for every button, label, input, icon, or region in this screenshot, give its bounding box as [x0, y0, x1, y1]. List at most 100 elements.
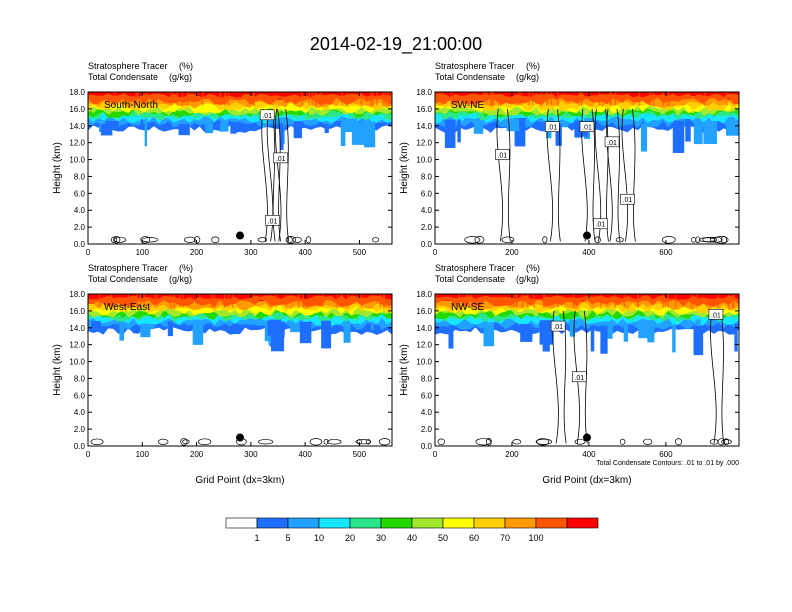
y-tick-label: 0.0 [421, 240, 433, 249]
contour-label-box [604, 136, 620, 148]
tracer-streak [176, 92, 179, 106]
contour-label: .01 [268, 218, 278, 225]
tracer-field-top [88, 294, 392, 305]
tracer-patch [144, 118, 148, 147]
condensate-contour [183, 236, 196, 243]
plot-area [88, 92, 393, 244]
tracer-streak [441, 92, 444, 106]
condensate-contour [378, 438, 391, 446]
condensate-contour [180, 437, 188, 446]
subtitle-condensate: Total Condensate [88, 274, 158, 284]
y-axis-label: Height (km) [399, 344, 410, 396]
colorbar-swatch [566, 517, 599, 529]
subtitle-condensate: Total Condensate [88, 72, 158, 82]
panel-bottom-right: Stratosphere Tracer (%) Total Condensate (g… [399, 263, 740, 486]
sounding-marker [236, 231, 244, 240]
x-tick-label: 200 [190, 248, 204, 257]
tracer-patch [448, 325, 454, 349]
tracer-streak [652, 92, 655, 106]
x-tick-label: 500 [353, 248, 367, 257]
tracer-streak [550, 92, 553, 106]
plot-frame [434, 293, 740, 447]
tracer-patch [647, 320, 655, 343]
condensate-contour [110, 236, 118, 244]
y-tick-label: 6.0 [421, 391, 433, 400]
colorbar-label: 1 [254, 533, 259, 543]
y-tick-label: 10.0 [69, 358, 85, 367]
condensate-contour [182, 439, 190, 445]
colorbar-swatch [287, 517, 320, 529]
condensate-contour [261, 108, 276, 242]
tracer-streak [667, 92, 670, 106]
tracer-streak [347, 294, 349, 308]
tracer-patch [713, 120, 717, 139]
x-tick-label: 0 [86, 450, 91, 459]
tracer-streak [182, 294, 184, 308]
contour-label: .01 [582, 125, 592, 132]
tracer-patch [685, 118, 691, 142]
tracer-streak [341, 92, 344, 106]
tracer-streak [731, 294, 734, 308]
tracer-patch [119, 321, 125, 341]
subtitle-tracer-unit: (%) [179, 263, 193, 273]
tracer-streak [297, 294, 300, 308]
x-tick-label: 0 [433, 248, 438, 257]
figure-title: 2014-02-19_21:00:00 [310, 34, 482, 55]
tracer-streak [543, 294, 545, 308]
y-tick-label: 0.0 [74, 240, 86, 249]
contour-label-box [708, 308, 724, 320]
tracer-streak [187, 92, 189, 106]
tracer-patch [514, 117, 526, 147]
tracer-patch [192, 319, 204, 345]
y-tick-label: 10.0 [416, 358, 432, 367]
condensate-contour [474, 235, 485, 244]
tracer-patch [457, 119, 461, 143]
tracer-patch [473, 120, 484, 134]
contour-label: .01 [547, 125, 557, 132]
tracer-streak [483, 92, 485, 106]
tracer-streak [383, 294, 385, 308]
subtitle-condensate: Total Condensate [435, 72, 505, 82]
tracer-streak [733, 294, 735, 308]
tracer-streak [387, 92, 389, 106]
tracer-streak [179, 294, 181, 308]
subtitle-tracer: Stratosphere Tracer [88, 263, 168, 273]
contour-label: .01 [262, 113, 272, 120]
condensate-contour [365, 439, 371, 445]
tracer-streak [491, 92, 493, 106]
colorbar-swatch [473, 517, 506, 529]
plot-frame [87, 91, 393, 245]
tracer-streak [599, 294, 602, 308]
contour-label: .01 [623, 197, 633, 204]
condensate-contour [501, 236, 515, 244]
x-axis-label: Grid Point (dx=3km) [542, 475, 631, 486]
sounding-marker [236, 433, 244, 442]
tracer-streak [492, 92, 494, 106]
tracer-streak [321, 294, 324, 308]
contour-label-box [593, 218, 608, 230]
tracer-streak [231, 294, 234, 308]
tracer-streak [170, 92, 172, 106]
x-tick-label: 500 [353, 450, 367, 459]
tracer-patch [506, 118, 520, 132]
tracer-streak [521, 294, 524, 308]
tracer-patch [343, 118, 358, 133]
y-tick-label: 2.0 [74, 425, 86, 434]
tracer-streak [173, 294, 176, 308]
x-tick-label: 100 [136, 450, 150, 459]
tracer-streak [275, 294, 278, 308]
panel-top-right: Stratosphere Tracer (%) Total Condensate (g… [399, 61, 740, 257]
condensate-contour [574, 438, 586, 445]
tracer-streak [384, 92, 386, 106]
subtitle-condensate-unit: (g/kg) [516, 72, 539, 82]
condensate-contour [198, 438, 212, 446]
condensate-contour [674, 438, 683, 446]
colorbar-label: 40 [407, 533, 417, 543]
condensate-contour [323, 438, 329, 445]
x-tick-label: 100 [136, 248, 150, 257]
tracer-patch [520, 323, 533, 342]
panel-bottom-left: Stratosphere Tracer (%) Total Condensate (g… [52, 263, 393, 486]
y-tick-label: 18.0 [416, 290, 432, 299]
subtitle-tracer: Stratosphere Tracer [88, 61, 168, 71]
plot-area [88, 294, 392, 446]
